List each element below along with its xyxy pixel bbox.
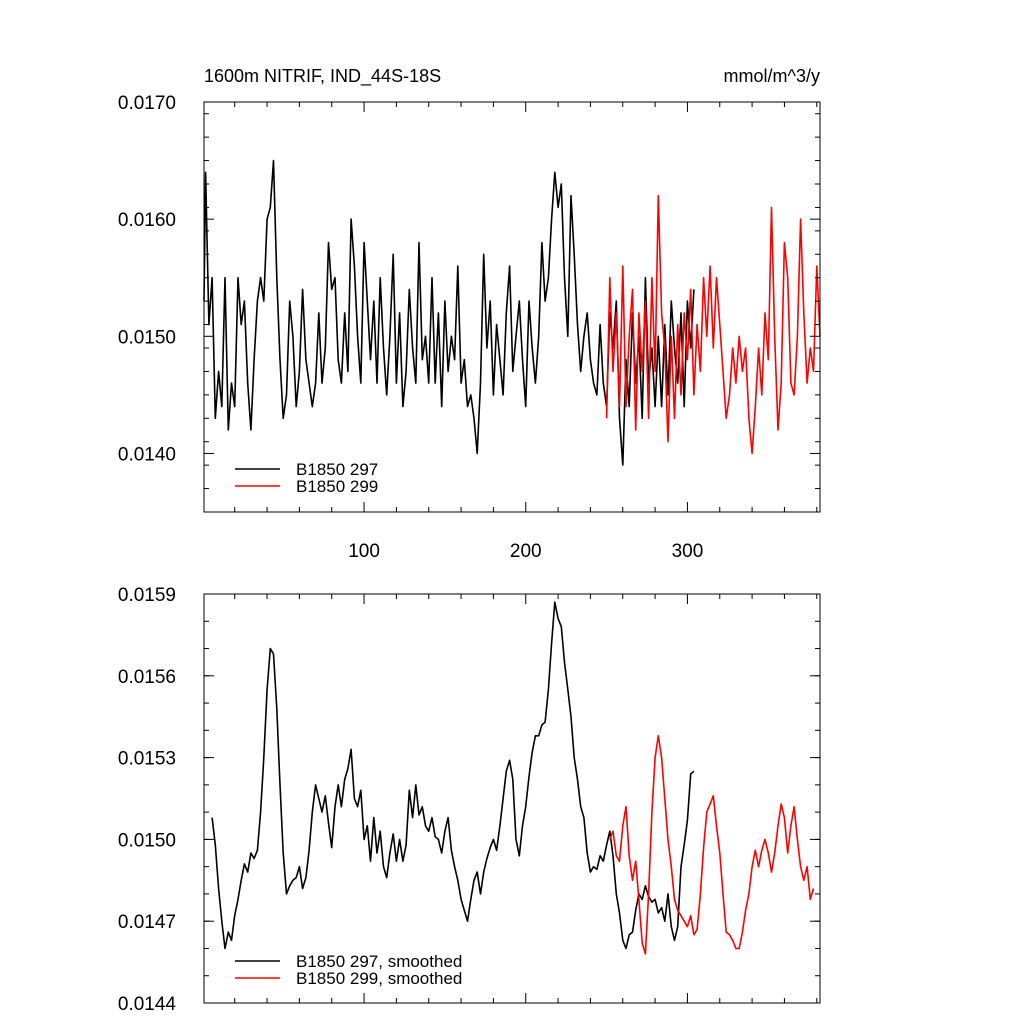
bottom-panel: 0.0144 0.0147 0.0150 0.0153 0.0156 0.0159 B18…: [118, 585, 821, 1015]
y-tick-label: 0.0156: [118, 667, 176, 688]
series-group: [203, 159, 821, 466]
y-tick-label: 0.0170: [118, 93, 176, 114]
series-line-b1850-299: [609, 735, 815, 955]
y-tick-label: 0.0153: [118, 749, 176, 770]
legend-label: B1850 299, smoothed: [296, 969, 462, 988]
series-line-b1850-299: [605, 194, 821, 455]
y-tick-label: 0.0159: [118, 585, 176, 606]
panel-units: mmol/m^3/y: [724, 66, 820, 86]
plot-frame: [203, 101, 821, 513]
y-tick-label: 0.0160: [118, 210, 176, 231]
y-tick-label: 0.0147: [118, 912, 176, 933]
top-panel: 1600m NITRIF, IND_44S-18S mmol/m^3/y 0.0…: [118, 66, 821, 562]
y-tick-label: 0.0150: [118, 830, 176, 851]
x-tick-label: 200: [510, 541, 542, 562]
panel-title: 1600m NITRIF, IND_44S-18S: [204, 66, 441, 87]
plot-frame: [203, 593, 821, 1004]
y-tick-label: 0.0150: [118, 327, 176, 348]
legend-label: B1850 297: [296, 460, 378, 479]
series-line-b1850-297: [211, 601, 695, 950]
x-tick-label: 100: [348, 541, 380, 562]
axes-group: 0.0144 0.0147 0.0150 0.0153 0.0156 0.0159: [118, 585, 821, 1015]
x-tick-label: 300: [672, 541, 704, 562]
axes-group: 0.0140 0.0150 0.0160 0.0170 100 200 300: [118, 93, 821, 562]
series-group: [211, 601, 815, 955]
legend-label: B1850 299: [296, 477, 378, 496]
legend-label: B1850 297, smoothed: [296, 952, 462, 971]
series-line-b1850-297: [203, 159, 695, 466]
y-tick-label: 0.0144: [118, 994, 177, 1015]
y-tick-label: 0.0140: [118, 444, 176, 465]
